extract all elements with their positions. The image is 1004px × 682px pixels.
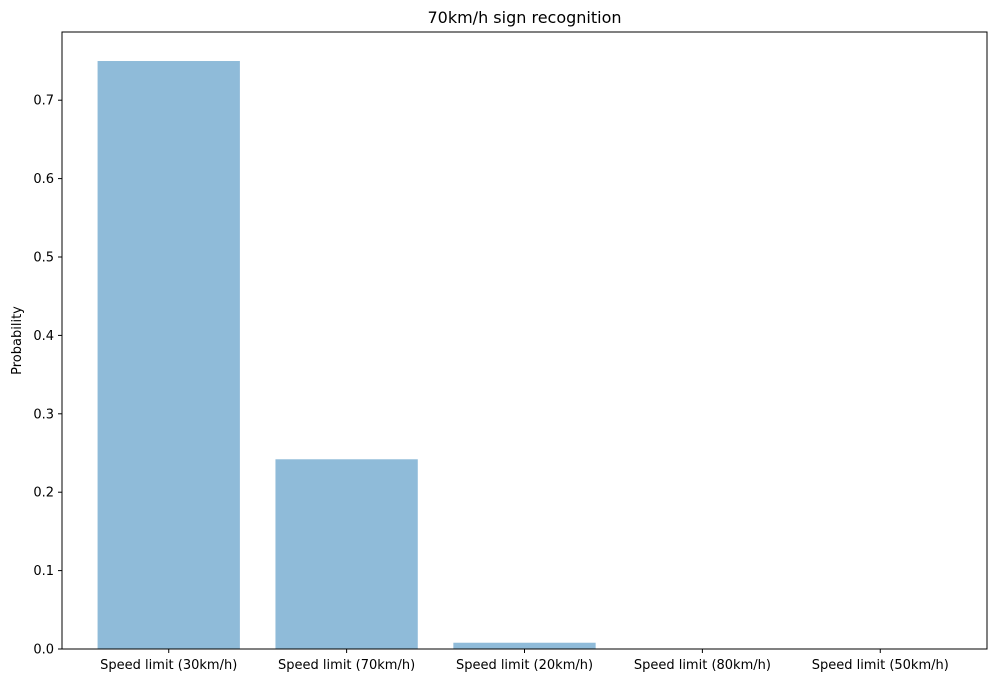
y-axis-label: Probability <box>10 306 25 375</box>
x-tick-label: Speed limit (50km/h) <box>812 658 949 673</box>
y-tick-label: 0.3 <box>33 407 54 422</box>
y-tick-label: 0.2 <box>33 486 54 501</box>
x-tick-label: Speed limit (20km/h) <box>456 658 593 673</box>
chart-title: 70km/h sign recognition <box>427 8 621 27</box>
y-tick-label: 0.1 <box>33 564 54 579</box>
x-tick-label: Speed limit (30km/h) <box>100 658 237 673</box>
y-tick-label: 0.5 <box>33 251 54 266</box>
bars-group <box>97 61 596 649</box>
x-tick-label: Speed limit (80km/h) <box>634 658 771 673</box>
bar-1 <box>275 459 418 649</box>
bar-0 <box>97 61 240 649</box>
bar-2 <box>453 642 596 649</box>
plot-area-frame <box>61 31 988 650</box>
y-axis-ticks: 0.0 0.1 0.2 0.3 0.4 0.5 0.6 0.7 <box>33 94 62 658</box>
y-tick-label: 0.7 <box>33 94 54 109</box>
y-tick-label: 0.0 <box>33 643 54 658</box>
y-tick-label: 0.4 <box>33 329 54 344</box>
x-tick-label: Speed limit (70km/h) <box>278 658 415 673</box>
y-tick-label: 0.6 <box>33 172 54 187</box>
x-axis-ticks: Speed limit (30km/h) Speed limit (70km/h)… <box>100 649 949 673</box>
